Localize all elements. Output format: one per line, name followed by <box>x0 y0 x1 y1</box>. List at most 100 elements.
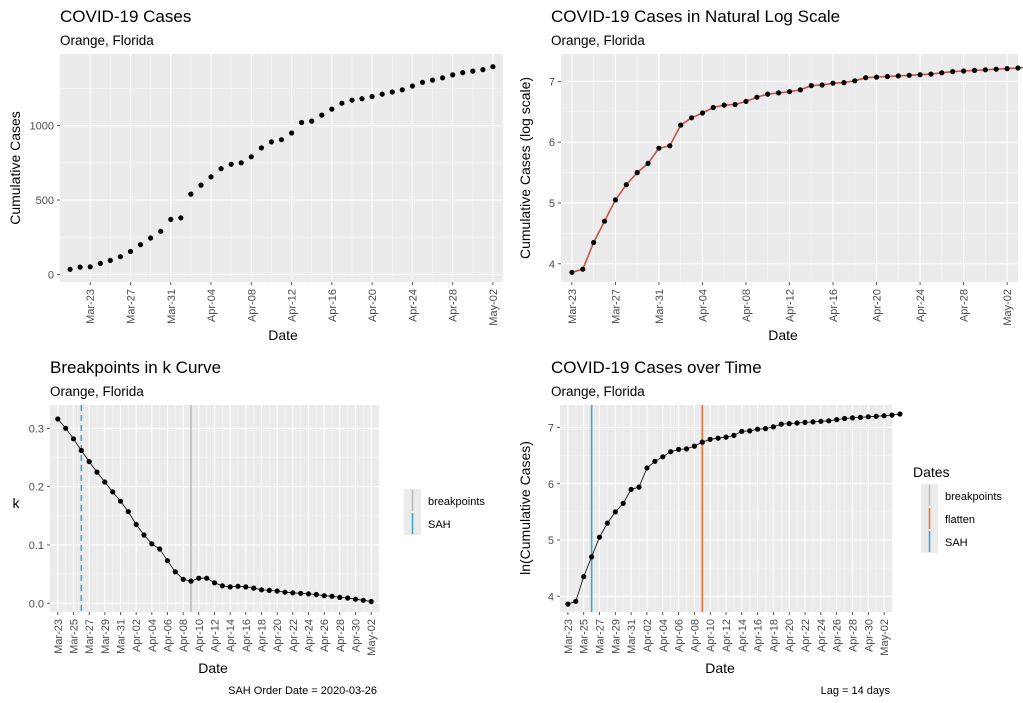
x-tick-label: May-02 <box>1002 289 1014 326</box>
x-tick-label: Apr-24 <box>816 619 828 652</box>
data-point <box>786 89 793 95</box>
chart-title: COVID-19 Cases in Natural Log Scale <box>551 7 840 26</box>
x-tick-label: Apr-04 <box>206 289 218 322</box>
data-point <box>227 584 233 590</box>
x-tick-label: Apr-28 <box>448 289 460 322</box>
data-point <box>339 100 345 106</box>
legend: Dates breakpoints flatten SAH <box>913 464 1002 553</box>
x-tick-label: Apr-12 <box>785 289 797 322</box>
x-tick-label: Apr-12 <box>287 289 299 322</box>
data-point <box>329 593 335 599</box>
data-point <box>794 420 800 426</box>
y-tick-label: 6 <box>549 137 555 149</box>
y-tick-label: 0.1 <box>29 540 44 552</box>
data-point <box>299 119 305 126</box>
data-point <box>188 578 194 584</box>
x-tick-label: Apr-10 <box>194 619 206 652</box>
x-tick-label: Apr-14 <box>737 619 749 652</box>
x-tick-label: Apr-28 <box>847 619 859 652</box>
data-point <box>596 534 603 540</box>
data-point <box>841 80 847 86</box>
y-tick-label: 4 <box>548 591 554 603</box>
x-tick-label: Apr-14 <box>225 619 237 652</box>
data-point <box>369 93 375 100</box>
data-point <box>298 590 304 596</box>
x-tick-label: Apr-22 <box>800 619 812 652</box>
data-point <box>141 532 147 538</box>
y-axis-label: Cumulative Cases <box>7 111 23 225</box>
x-tick-label: Apr-28 <box>959 289 971 322</box>
data-point <box>818 418 824 424</box>
x-tick-label: Apr-02 <box>642 619 654 652</box>
data-point <box>450 72 456 78</box>
data-point <box>660 454 666 460</box>
chart-subtitle: Orange, Florida <box>551 33 645 48</box>
x-tick-label: Apr-26 <box>832 619 844 652</box>
data-point <box>852 78 858 84</box>
data-point <box>218 166 224 172</box>
data-point <box>180 576 186 582</box>
x-tick-label: Apr-04 <box>658 619 670 652</box>
x-tick-label: Mar-23 <box>563 619 575 654</box>
x-tick-label: Apr-02 <box>131 619 143 652</box>
data-point <box>258 145 264 151</box>
data-point <box>137 242 144 248</box>
data-point <box>993 66 999 72</box>
x-tick-label: May-02 <box>366 619 378 656</box>
chart-subtitle: Orange, Florida <box>551 384 645 399</box>
x-tick-label: Apr-08 <box>689 619 701 652</box>
data-point <box>63 425 69 431</box>
data-point <box>743 98 749 104</box>
x-tick-label: Apr-08 <box>741 289 753 322</box>
data-point <box>710 104 716 111</box>
x-tick-label: Apr-24 <box>304 619 316 652</box>
data-point <box>86 459 92 465</box>
x-tick-label: Apr-20 <box>367 289 379 322</box>
legend-label-breakpoints: breakpoints <box>428 496 485 508</box>
data-point <box>889 412 895 418</box>
data-point <box>881 413 887 419</box>
data-point <box>172 569 178 575</box>
data-point <box>198 182 204 188</box>
data-point <box>337 594 343 601</box>
x-tick-label: Apr-24 <box>407 289 419 322</box>
data-point <box>309 118 315 124</box>
y-tick-label: 5 <box>548 535 554 547</box>
data-point <box>359 96 365 102</box>
data-point <box>345 595 351 601</box>
x-tick-label: Mar-23 <box>53 619 65 654</box>
x-tick-label: Apr-16 <box>241 619 253 652</box>
data-point <box>645 160 651 166</box>
x-tick-label: Mar-25 <box>579 619 591 654</box>
data-point <box>157 546 163 552</box>
data-point <box>289 130 295 136</box>
data-point <box>188 191 194 197</box>
data-point <box>67 266 73 272</box>
data-point <box>569 269 575 275</box>
data-point <box>961 68 967 74</box>
data-point <box>762 426 769 432</box>
x-tick-label: Apr-16 <box>327 289 339 322</box>
data-point <box>755 426 761 432</box>
data-point <box>873 74 880 80</box>
data-point <box>849 415 856 421</box>
data-point <box>204 575 210 581</box>
chart-title: COVID-19 Cases <box>60 7 191 26</box>
data-point <box>580 266 586 272</box>
data-point <box>248 154 254 160</box>
x-tick-label: May-02 <box>488 289 500 326</box>
x-tick-label: Apr-08 <box>246 289 258 322</box>
x-tick-label: Mar-25 <box>69 619 81 654</box>
data-point <box>939 70 945 76</box>
data-point <box>228 161 234 167</box>
data-point <box>379 91 385 97</box>
data-point <box>117 254 123 260</box>
data-point <box>707 436 713 442</box>
data-point <box>368 598 374 605</box>
x-tick-label: Mar-31 <box>166 289 178 324</box>
data-point <box>168 216 174 222</box>
x-tick-label: Mar-23 <box>567 289 579 324</box>
data-point <box>982 67 989 73</box>
y-tick-label: 1000 <box>30 121 54 133</box>
chart-3: Breakpoints in k Curve Orange, Florida 0.0… <box>13 358 486 697</box>
